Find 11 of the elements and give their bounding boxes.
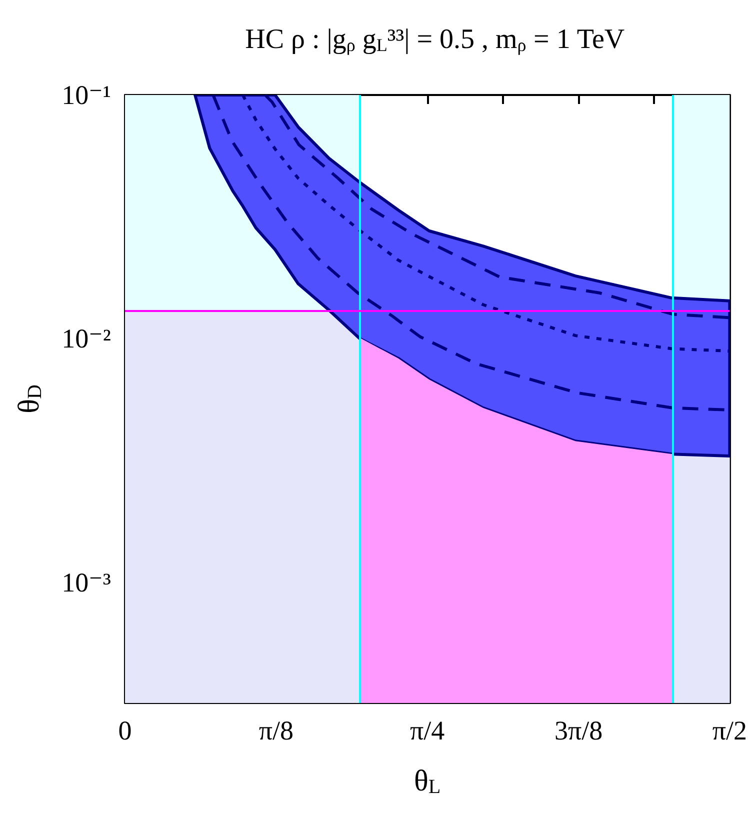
x-axis-title: θL [414,764,441,798]
x-tick-label: π/2 [712,716,748,746]
y-tick-label: 10⁻² [62,324,111,354]
x-tick-label: 0 [118,716,132,746]
y-tick-label: 10⁻¹ [62,80,111,110]
x-tick-label: π/8 [258,716,294,746]
x-tick-label: 3π/8 [554,716,603,746]
y-tick-label: 10⁻³ [62,567,111,598]
y-axis-title: θD [12,384,46,414]
chart-title: HC ρ : |gρ gL³³| = 0.5 , mρ = 1 TeV [245,24,625,55]
x-tick-label: π/4 [410,716,446,746]
